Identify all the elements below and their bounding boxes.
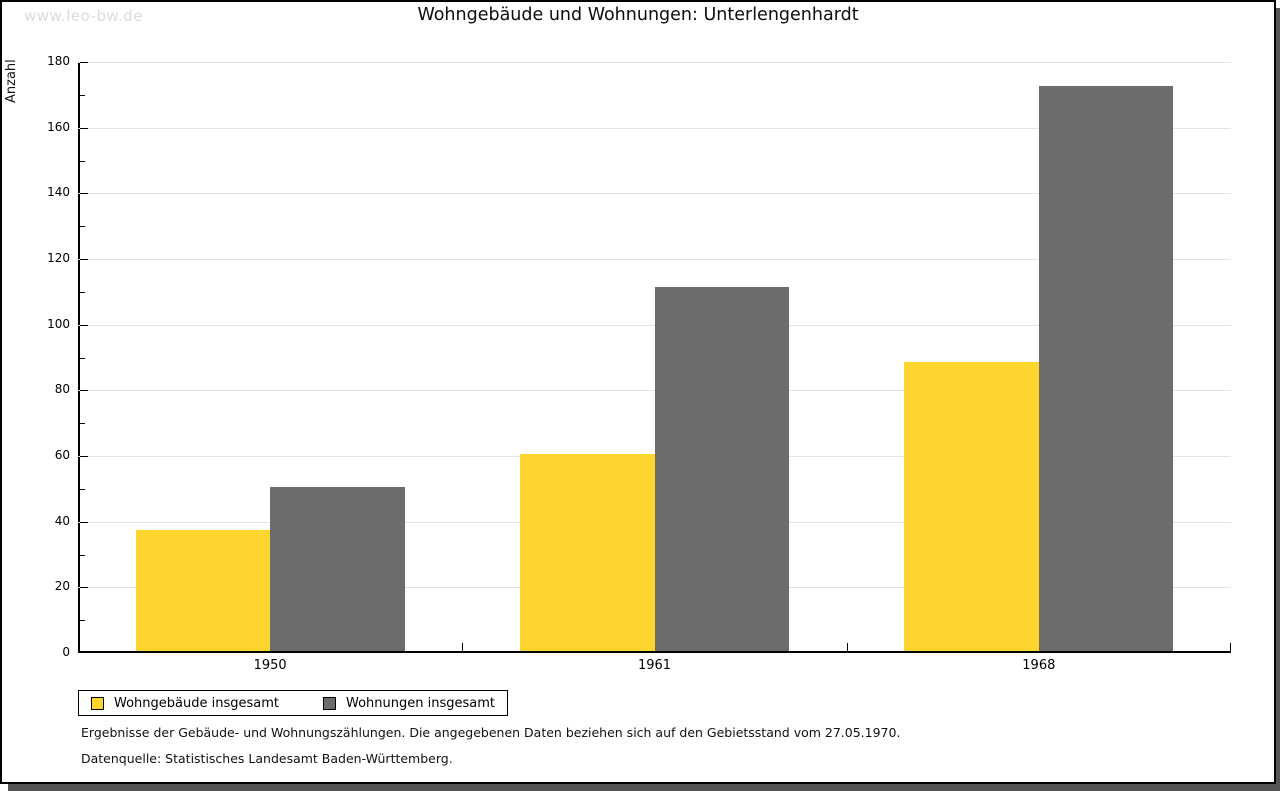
y-tick-label-180: 180 bbox=[47, 54, 70, 68]
y-minor-tick-90 bbox=[80, 357, 85, 359]
x-axis-label-1968: 1968 bbox=[1022, 658, 1056, 673]
legend-label-wohnungen: Wohnungen insgesamt bbox=[346, 695, 495, 711]
y-major-tick-20 bbox=[80, 587, 88, 589]
drop-shadow-right bbox=[1276, 8, 1280, 784]
bar-wohnungen-1968 bbox=[1038, 86, 1174, 651]
x-axis-line bbox=[78, 651, 1231, 653]
chart-title: Wohngebäude und Wohnungen: Unterlengenha… bbox=[417, 5, 859, 25]
x-axis-label-1961: 1961 bbox=[637, 658, 672, 673]
footnote-line-2: Datenquelle: Statistisches Landesamt Bad… bbox=[81, 751, 453, 766]
y-minor-tick-30 bbox=[80, 554, 85, 556]
x-boundary-tick-2 bbox=[846, 643, 848, 651]
legend-item-wohngebaeude: Wohngebäude insgesamt bbox=[91, 696, 279, 711]
y-major-tick-80 bbox=[80, 390, 88, 392]
y-axis-line bbox=[78, 62, 80, 653]
legend: Wohngebäude insgesamt Wohnungen insgesamt bbox=[78, 690, 508, 716]
bar-wohnungen-1961 bbox=[654, 286, 789, 651]
footnote-line-1: Ergebnisse der Gebäude- und Wohnungszähl… bbox=[81, 725, 901, 740]
x-axis-end-tick bbox=[1230, 643, 1231, 651]
gridline-y-180 bbox=[78, 62, 1231, 63]
bar-wohngebäude-1968 bbox=[904, 362, 1039, 651]
y-major-tick-140 bbox=[80, 193, 88, 195]
y-major-tick-180 bbox=[80, 62, 88, 63]
bar-wohnungen-1950 bbox=[270, 486, 405, 651]
watermark: www.leo-bw.de bbox=[24, 7, 143, 25]
y-major-tick-60 bbox=[80, 456, 88, 457]
plot-area: 0 20 40 60 80 100 120 140 160 180 1950 1961 1968 bbox=[47, 54, 1231, 673]
y-minor-tick-50 bbox=[80, 488, 85, 490]
y-major-tick-100 bbox=[80, 324, 88, 326]
x-boundary-tick-1 bbox=[462, 643, 464, 651]
y-tick-label-160: 160 bbox=[47, 119, 70, 134]
legend-swatch-gray bbox=[323, 696, 336, 710]
y-minor-tick-170 bbox=[80, 94, 85, 96]
y-tick-label-60: 60 bbox=[54, 448, 70, 462]
gridline-y-140 bbox=[78, 193, 1231, 195]
y-minor-tick-130 bbox=[80, 226, 85, 228]
y-tick-label-140: 140 bbox=[47, 185, 70, 200]
bar-wohngebäude-1950 bbox=[135, 529, 271, 651]
y-tick-label-80: 80 bbox=[54, 382, 70, 397]
gridline-y-120 bbox=[78, 259, 1231, 260]
y-major-tick-120 bbox=[80, 259, 88, 260]
legend-swatch-yellow bbox=[91, 696, 104, 710]
y-minor-tick-110 bbox=[80, 291, 85, 293]
legend-item-wohnungen: Wohnungen insgesamt bbox=[323, 696, 495, 711]
y-major-tick-40 bbox=[80, 521, 88, 523]
y-minor-tick-150 bbox=[80, 160, 85, 162]
drop-shadow-bottom bbox=[8, 784, 1280, 791]
y-tick-label-100: 100 bbox=[47, 316, 70, 331]
legend-label-wohngebaeude: Wohngebäude insgesamt bbox=[114, 695, 279, 711]
gridline-y-160 bbox=[78, 127, 1231, 129]
y-tick-label-0: 0 bbox=[62, 645, 70, 659]
y-tick-label-20: 20 bbox=[54, 579, 70, 594]
x-axis-label-1950: 1950 bbox=[253, 658, 287, 673]
y-minor-tick-10 bbox=[80, 620, 85, 622]
y-minor-tick-70 bbox=[80, 423, 85, 425]
y-tick-label-40: 40 bbox=[54, 513, 70, 528]
y-axis-title: Anzahl bbox=[4, 59, 19, 103]
y-major-tick-160 bbox=[80, 127, 88, 129]
y-tick-label-120: 120 bbox=[47, 251, 70, 265]
bar-wohngebäude-1961 bbox=[520, 454, 655, 651]
